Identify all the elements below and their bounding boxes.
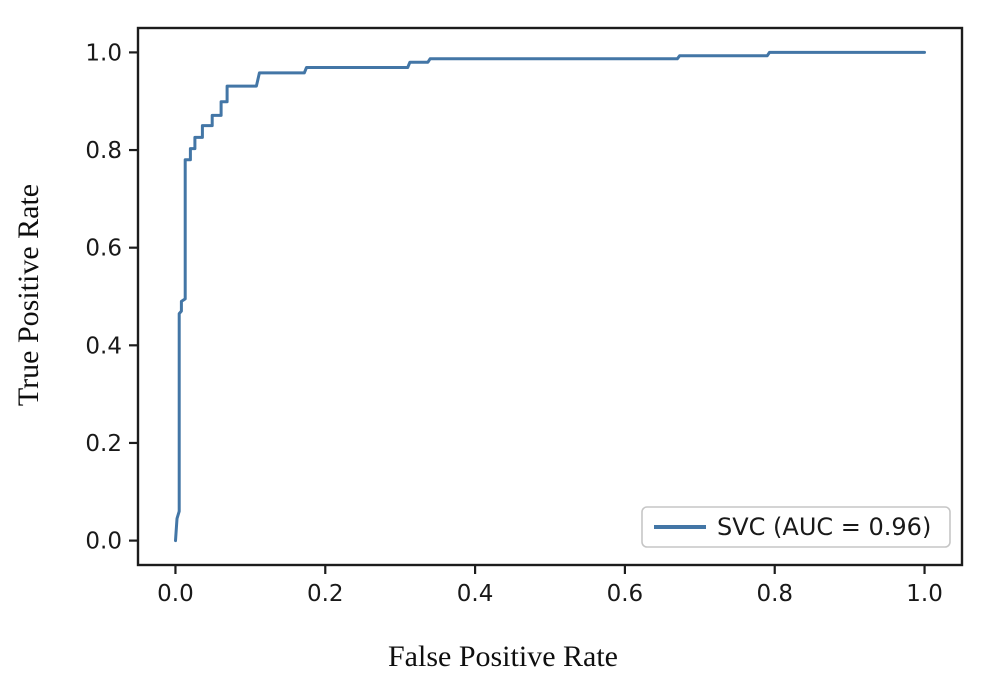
legend: SVC (AUC = 0.96) [641, 506, 951, 548]
plot-area: 0.0 0.2 0.4 0.6 0.8 1.0 0.0 0.2 0.4 0.6 0.8 1.0 [85, 40, 942, 607]
x-tick-label: 0.6 [607, 581, 644, 607]
x-axis-label: False Positive Rate [388, 640, 618, 673]
y-tick-label: 0.4 [85, 333, 122, 359]
y-axis-label: True Positive Rate [12, 184, 45, 406]
roc-curve-line [174, 50, 926, 543]
legend-label: SVC (AUC = 0.96) [717, 513, 931, 541]
x-tick-label: 0.4 [457, 581, 494, 607]
y-tick-label: 0.2 [85, 431, 122, 457]
x-tick-label: 1.0 [906, 581, 943, 607]
x-tick-label: 0.8 [756, 581, 793, 607]
y-tick-label: 0.8 [85, 138, 122, 164]
x-tick-label: 0.0 [157, 581, 194, 607]
y-tick-label: 1.0 [85, 40, 122, 66]
y-tick-label: 0.0 [85, 529, 122, 555]
legend-box [641, 506, 951, 548]
y-tick-label: 0.6 [85, 236, 122, 262]
x-tick-label: 0.2 [307, 581, 344, 607]
plot-border [136, 26, 964, 567]
